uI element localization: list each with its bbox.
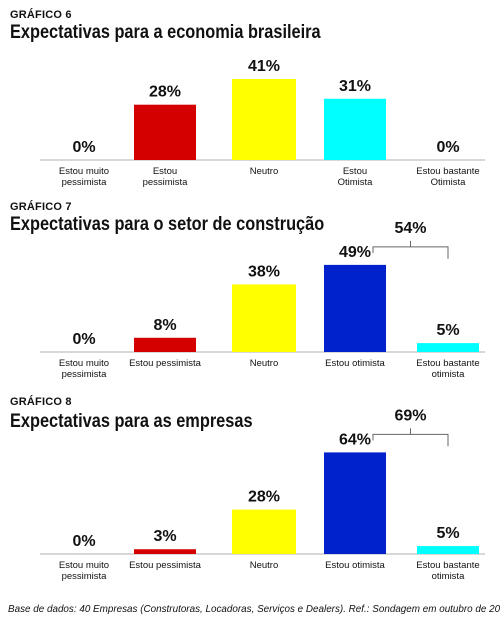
value-label: 28%: [248, 489, 280, 506]
chart-8-kicker: GRÁFICO 8: [10, 396, 72, 408]
value-label: 49%: [339, 244, 371, 261]
bracket: [372, 428, 449, 447]
category-label: Estou muito: [59, 166, 109, 177]
value-label: 3%: [153, 528, 176, 545]
footnote: Base de dados: 40 Empresas (Construtoras…: [8, 603, 500, 615]
category-label: Estou otimista: [325, 358, 385, 369]
category-label: Estou pessimista: [129, 358, 202, 369]
bar: [324, 264, 386, 352]
bar: [134, 337, 196, 352]
category-label: Estou bastante: [416, 358, 479, 369]
category-label: Neutro: [250, 166, 279, 177]
bar: [417, 546, 479, 554]
category-label: Estou bastante: [416, 166, 479, 177]
category-label: Otimista: [338, 177, 374, 188]
category-label: Estou: [343, 166, 367, 177]
bar: [134, 549, 196, 554]
category-label: otimista: [432, 369, 465, 380]
value-label: 5%: [436, 525, 459, 542]
chart-7-kicker: GRÁFICO 7: [10, 201, 72, 213]
value-label: 28%: [149, 84, 181, 101]
category-label: Estou muito: [59, 358, 109, 369]
bar: [417, 343, 479, 352]
category-label: Estou bastante: [416, 560, 479, 571]
bar: [324, 98, 386, 160]
category-label: Neutro: [250, 560, 279, 571]
bar: [232, 284, 296, 352]
chart-6-kicker: GRÁFICO 6: [10, 9, 72, 21]
bracket: [372, 240, 449, 259]
chart-7: GRÁFICO 7 Expectativas para o setor de c…: [0, 195, 500, 395]
chart-8-title: Expectativas para as empresas: [10, 411, 253, 432]
chart-7-title: Expectativas para o setor de construção: [10, 214, 325, 235]
bracket-label: 54%: [394, 220, 426, 237]
category-label: Estou pessimista: [129, 560, 202, 571]
category-label: Estou muito: [59, 560, 109, 571]
category-label: pessimista: [143, 177, 189, 188]
category-label: pessimista: [62, 177, 108, 188]
chart-6: GRÁFICO 6 Expectativas para a economia b…: [0, 0, 500, 195]
category-label: otimista: [432, 571, 465, 582]
value-label: 31%: [339, 78, 371, 95]
value-label: 64%: [339, 431, 371, 448]
category-label: pessimista: [62, 369, 108, 380]
chart-6-title: Expectativas para a economia brasileira: [10, 22, 321, 43]
value-label: 5%: [436, 322, 459, 339]
value-label: 0%: [72, 139, 95, 156]
bar: [232, 509, 296, 554]
bar: [134, 104, 196, 160]
value-label: 0%: [72, 533, 95, 550]
bracket-label: 69%: [394, 407, 426, 424]
category-label: Neutro: [250, 358, 279, 369]
category-label: pessimista: [62, 571, 108, 582]
bar: [324, 452, 386, 554]
value-label: 0%: [436, 139, 459, 156]
bar: [232, 79, 296, 160]
value-label: 38%: [248, 263, 280, 280]
chart-6-plot: 0%Estou muitopessimista28%Estoupessimist…: [40, 58, 485, 188]
category-label: Estou: [153, 166, 177, 177]
value-label: 0%: [72, 331, 95, 348]
chart-8: GRÁFICO 8 Expectativas para as empresas …: [0, 390, 500, 600]
category-label: Estou otimista: [325, 560, 385, 571]
value-label: 8%: [153, 317, 176, 334]
value-label: 41%: [248, 58, 280, 75]
category-label: Otimista: [431, 177, 467, 188]
